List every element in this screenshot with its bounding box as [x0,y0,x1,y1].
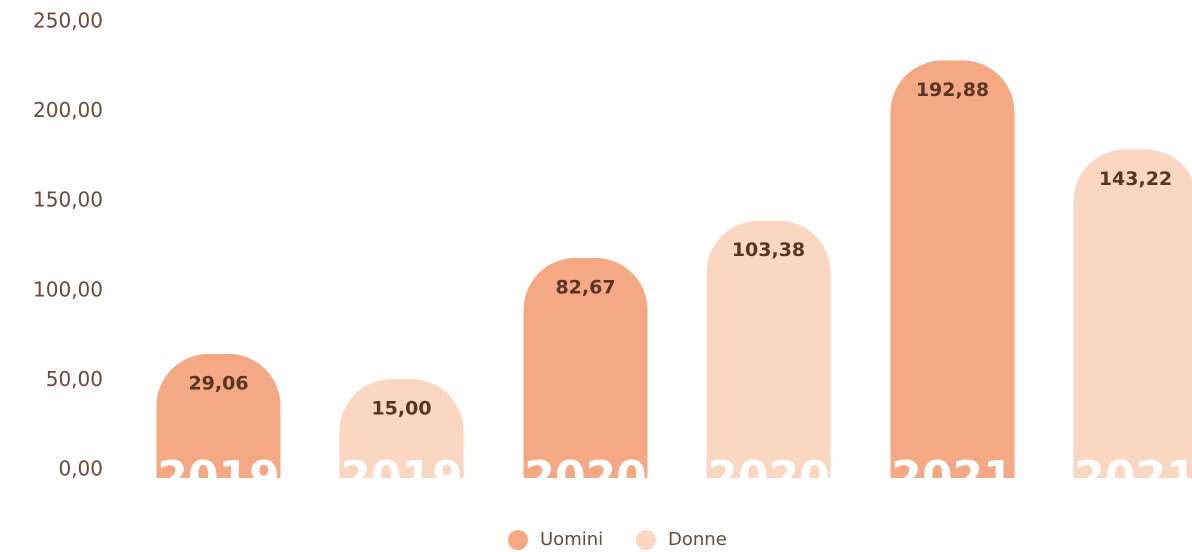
value-label: 143,22 [1099,168,1172,190]
y-tick-label: 250,00 [33,9,103,33]
legend-label: Donne [668,529,727,550]
x-tick-label: 2020 [524,452,646,503]
value-label: 103,38 [732,239,805,261]
bar [339,379,464,478]
y-tick-label: 50,00 [46,367,103,391]
bar [706,220,831,478]
year-label-group: 2019 [340,452,462,503]
x-tick-label: 2019 [157,452,279,503]
value-label: 192,88 [916,79,989,101]
x-tick-label: 2021 [891,452,1013,503]
value-label: 15,00 [371,398,431,420]
year-label-group: 2020 [524,452,646,503]
x-tick-label: 2021 [1074,452,1192,503]
legend-label: Uomini [540,529,603,550]
year-label-group: 2021 [1074,452,1192,503]
x-tick-label: 2020 [707,452,829,503]
bar [890,60,1015,478]
y-tick-label: 200,00 [33,98,103,122]
bar [1073,149,1192,478]
x-tick-label: 2019 [340,452,462,503]
year-label-group: 2021 [891,452,1013,503]
legend-marker [636,530,656,550]
bar [156,353,281,478]
y-tick-label: 0,00 [58,457,103,481]
year-label-group: 2019 [157,452,279,503]
bar [523,257,648,478]
legend-marker [508,530,528,550]
y-tick-label: 100,00 [33,277,103,301]
value-label: 82,67 [555,276,615,298]
y-tick-label: 150,00 [33,188,103,212]
value-label: 29,06 [188,372,248,394]
year-label-group: 2020 [707,452,829,503]
